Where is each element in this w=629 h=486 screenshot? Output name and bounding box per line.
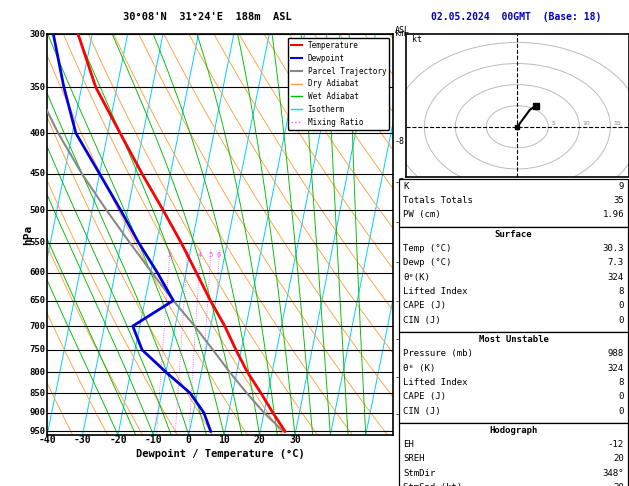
Text: 7.3: 7.3 — [608, 259, 624, 267]
Text: 0: 0 — [618, 392, 624, 401]
Text: -1: -1 — [395, 410, 405, 419]
Text: EH: EH — [403, 440, 414, 449]
Text: 30.3: 30.3 — [603, 244, 624, 253]
Text: 02.05.2024  00GMT  (Base: 18): 02.05.2024 00GMT (Base: 18) — [431, 12, 601, 22]
Text: -3: -3 — [395, 335, 405, 344]
Text: 300: 300 — [30, 30, 45, 38]
Text: CIN (J): CIN (J) — [403, 315, 441, 325]
Text: 550: 550 — [30, 239, 45, 247]
Text: Totals Totals: Totals Totals — [403, 196, 473, 205]
Text: StmDir: StmDir — [403, 469, 435, 478]
Text: 600: 600 — [30, 268, 45, 278]
Text: 10: 10 — [582, 121, 590, 126]
Text: Surface: Surface — [495, 230, 532, 239]
Text: 5: 5 — [208, 252, 213, 258]
Text: 20: 20 — [613, 454, 624, 464]
Text: 35: 35 — [613, 196, 624, 205]
Text: 8: 8 — [618, 287, 624, 296]
Text: 30: 30 — [289, 435, 301, 445]
Text: Temp (°C): Temp (°C) — [403, 244, 452, 253]
Text: 10: 10 — [218, 435, 230, 445]
Text: 20: 20 — [613, 483, 624, 486]
Text: 8: 8 — [618, 378, 624, 387]
Text: 20: 20 — [253, 435, 265, 445]
Text: -5: -5 — [395, 258, 405, 267]
Legend: Temperature, Dewpoint, Parcel Trajectory, Dry Adiabat, Wet Adiabat, Isotherm, Mi: Temperature, Dewpoint, Parcel Trajectory… — [287, 38, 389, 130]
Text: 30°08'N  31°24'E  188m  ASL: 30°08'N 31°24'E 188m ASL — [123, 12, 292, 22]
Text: -10: -10 — [145, 435, 162, 445]
Text: StmSpd (kt): StmSpd (kt) — [403, 483, 462, 486]
Text: 0: 0 — [618, 301, 624, 311]
Text: 850: 850 — [30, 388, 45, 398]
Text: 450: 450 — [30, 169, 45, 178]
Text: Lifted Index: Lifted Index — [403, 378, 468, 387]
Text: 750: 750 — [30, 346, 45, 354]
Text: 400: 400 — [30, 129, 45, 138]
Text: 650: 650 — [30, 296, 45, 305]
Text: © weatheronline.co.uk: © weatheronline.co.uk — [461, 469, 566, 479]
Text: SREH: SREH — [403, 454, 425, 464]
Text: -6: -6 — [395, 219, 405, 227]
Text: 2: 2 — [167, 252, 172, 258]
Text: -20: -20 — [109, 435, 127, 445]
Text: K: K — [403, 182, 409, 191]
Text: 800: 800 — [30, 367, 45, 377]
Text: 0: 0 — [618, 315, 624, 325]
X-axis label: Dewpoint / Temperature (°C): Dewpoint / Temperature (°C) — [136, 449, 304, 459]
Text: km: km — [395, 29, 405, 38]
Text: CAPE (J): CAPE (J) — [403, 301, 446, 311]
Text: 15: 15 — [613, 121, 621, 126]
Text: -30: -30 — [74, 435, 91, 445]
Text: -40: -40 — [38, 435, 56, 445]
Text: -7: -7 — [395, 178, 405, 188]
Text: -12: -12 — [608, 440, 624, 449]
Text: 0: 0 — [186, 435, 192, 445]
Text: -4: -4 — [395, 296, 405, 306]
Text: 6: 6 — [217, 252, 221, 258]
Text: 500: 500 — [30, 206, 45, 215]
Text: Mixing Ratio (g/kg): Mixing Ratio (g/kg) — [433, 247, 443, 342]
Text: 5: 5 — [552, 121, 555, 126]
Text: 324: 324 — [608, 364, 624, 373]
Text: Lifted Index: Lifted Index — [403, 287, 468, 296]
Text: Pressure (mb): Pressure (mb) — [403, 349, 473, 358]
Text: 700: 700 — [30, 322, 45, 330]
Text: 0: 0 — [618, 406, 624, 416]
Text: 950: 950 — [30, 427, 45, 436]
Text: 4: 4 — [198, 252, 202, 258]
Text: 1.96: 1.96 — [603, 210, 624, 220]
Text: CIN (J): CIN (J) — [403, 406, 441, 416]
Text: CAPE (J): CAPE (J) — [403, 392, 446, 401]
Text: 988: 988 — [608, 349, 624, 358]
Text: 900: 900 — [30, 408, 45, 417]
Text: kt: kt — [412, 35, 422, 44]
Text: 350: 350 — [30, 83, 45, 92]
Text: θᵉ(K): θᵉ(K) — [403, 273, 430, 282]
Text: 9: 9 — [618, 182, 624, 191]
Text: ASL: ASL — [395, 26, 410, 35]
Text: Most Unstable: Most Unstable — [479, 335, 548, 344]
Text: Hodograph: Hodograph — [489, 426, 538, 435]
Text: 348°: 348° — [603, 469, 624, 478]
Text: -8: -8 — [395, 137, 405, 146]
Text: PW (cm): PW (cm) — [403, 210, 441, 220]
Text: 3: 3 — [185, 252, 189, 258]
Text: hPa: hPa — [23, 225, 33, 244]
Text: θᵉ (K): θᵉ (K) — [403, 364, 435, 373]
Text: Dewp (°C): Dewp (°C) — [403, 259, 452, 267]
Text: 324: 324 — [608, 273, 624, 282]
Text: -2: -2 — [395, 373, 405, 382]
